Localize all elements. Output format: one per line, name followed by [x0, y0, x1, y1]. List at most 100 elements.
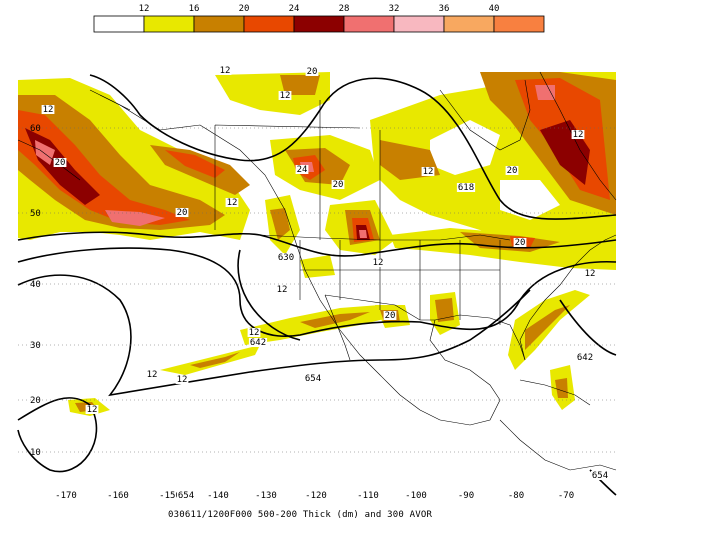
contour-label: 12	[585, 269, 596, 279]
contour-mexico	[237, 249, 301, 341]
contour-label: 20	[307, 67, 318, 77]
contour-label-background	[421, 167, 435, 176]
longitude-label: -130	[255, 491, 277, 501]
longitude-label: -90	[458, 491, 474, 501]
contour-label: 20	[55, 158, 66, 168]
contour-label: 12	[249, 328, 260, 338]
color-scale-labels: 12 16 20 24 28 32 36 40	[139, 4, 500, 14]
vorticity-region-hudson-white2	[500, 180, 560, 220]
contour-label-background	[383, 311, 397, 320]
contour-label: 654	[305, 374, 321, 384]
coastline-alaska	[17, 94, 131, 181]
vorticity-region-montana-pink	[359, 230, 367, 238]
color-scale-label: 12	[139, 4, 150, 14]
color-scale-label: 40	[489, 4, 500, 14]
vorticity-region-hudson-pink	[535, 85, 555, 100]
contour-label-background	[331, 180, 345, 189]
longitude-label: -100	[405, 491, 427, 501]
vorticity-region-pacific-pink2	[35, 140, 55, 165]
color-scale-label: 20	[239, 4, 250, 14]
contour-label: 654	[178, 491, 194, 501]
contour-654-east	[559, 299, 617, 356]
contour-630	[17, 231, 617, 257]
coastline-central-america	[499, 419, 617, 471]
longitude-label: -170	[55, 491, 77, 501]
vorticity-region-alaska-red	[165, 150, 225, 178]
vorticity-region-pacific-red	[18, 110, 190, 225]
color-scale-label: 16	[189, 4, 200, 14]
longitude-label: -150	[159, 491, 181, 501]
color-scale-legend: 12 16 20 24 28 32 36 40	[93, 4, 545, 33]
coastline-mexico	[429, 319, 501, 426]
vorticity-region-subtropic-orange	[190, 352, 240, 368]
contour-label-background	[175, 375, 189, 384]
color-scale-box	[493, 15, 545, 33]
contour-label: 20	[177, 208, 188, 218]
border-us-mexico	[324, 294, 435, 321]
contour-label: 642	[250, 338, 266, 348]
contour-618	[89, 74, 617, 220]
contour-label: 20	[333, 180, 344, 190]
contour-label-background	[456, 183, 476, 192]
contour-label-background	[218, 66, 232, 75]
vorticity-region-gulf-orange	[435, 298, 454, 322]
coastline-east	[519, 234, 617, 361]
contour-654	[17, 274, 531, 397]
latitude-label: 50	[30, 209, 41, 219]
contour-label: 12	[87, 405, 98, 415]
contour-label-background	[303, 374, 323, 383]
color-scale-label: 24	[289, 4, 300, 14]
coastline-baja	[324, 294, 351, 361]
vorticity-shading	[18, 72, 616, 416]
contour-value-labels: 12 12 12 12 12 12 12 12 12 12 12 12 12 20 20 20 20 20 20 20…	[41, 66, 610, 501]
contour-label-background	[590, 471, 610, 480]
longitude-label: -70	[558, 491, 574, 501]
color-scale-label: 36	[439, 4, 450, 14]
contour-label: 12	[147, 370, 158, 380]
longitude-labels: -170 -160 -150 -140 -130 -120 -110 -100 -90 -80 -7…	[55, 491, 574, 501]
contour-label: 12	[177, 375, 188, 385]
latitude-label: 20	[30, 396, 41, 406]
latitude-label: 40	[30, 280, 41, 290]
contour-label: 12	[280, 91, 291, 101]
contour-label: 24	[297, 165, 308, 175]
latitude-label: 10	[30, 448, 41, 458]
contour-label-background	[305, 67, 319, 76]
vorticity-region-florida	[508, 290, 590, 370]
contour-label-background	[575, 353, 595, 362]
latitude-labels: 60 50 40 30 20 10	[30, 124, 41, 458]
contour-label-background	[176, 491, 196, 500]
contour-label: 20	[507, 166, 518, 176]
contour-label-background	[571, 130, 585, 139]
contour-label: 20	[515, 238, 526, 248]
contour-label-background	[583, 269, 597, 278]
contour-label-background	[248, 338, 268, 347]
contour-label-background	[85, 405, 99, 414]
contour-label-background	[247, 328, 261, 337]
longitude-label: -120	[305, 491, 327, 501]
vorticity-region-pacific-pink	[105, 210, 165, 226]
color-scale-boxes	[93, 15, 545, 33]
contour-label: 20	[385, 311, 396, 321]
vorticity-region-subtropic	[160, 345, 260, 375]
vorticity-region-north-orange	[280, 75, 320, 95]
contour-label: 12	[423, 167, 434, 177]
contour-subtropical	[17, 397, 98, 473]
contour-label-background	[505, 166, 519, 175]
longitude-label: -140	[207, 491, 229, 501]
vorticity-region-hudson-white1	[430, 120, 500, 175]
longitude-label: -80	[508, 491, 524, 501]
latitude-label: 30	[30, 341, 41, 351]
contour-label: 12	[227, 198, 238, 208]
vorticity-region-pacific-small	[300, 255, 335, 278]
contour-label-background	[225, 198, 239, 207]
contour-label-background	[276, 253, 296, 262]
contour-label: 618	[458, 183, 474, 193]
contour-label-background	[41, 105, 55, 114]
map-caption: 030611/1200F000 500-200 Thick (dm) and 3…	[168, 510, 433, 520]
contour-label-background	[371, 258, 385, 267]
contour-label-background	[513, 238, 527, 247]
contour-label: 654	[592, 471, 608, 481]
color-scale-label: 28	[339, 4, 350, 14]
